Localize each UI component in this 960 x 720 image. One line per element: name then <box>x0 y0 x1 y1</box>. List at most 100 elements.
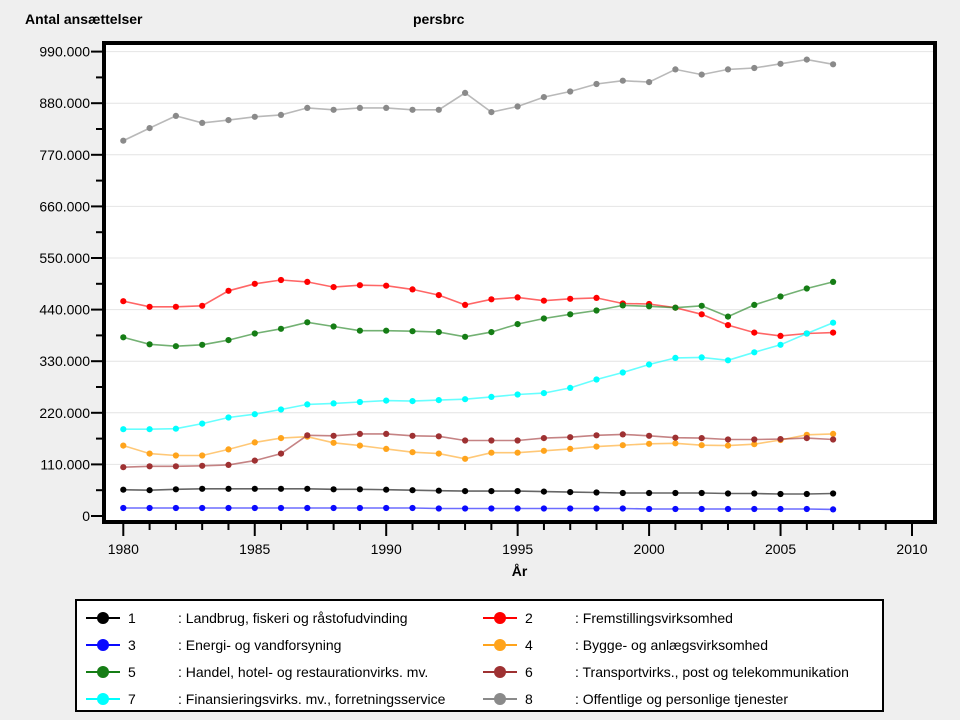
series-6-marker <box>120 464 127 471</box>
y-tick-label: 880.000 <box>39 95 90 111</box>
series-2-marker <box>277 276 285 284</box>
series-1-marker <box>672 489 679 497</box>
series-8-marker <box>488 109 495 116</box>
series-5-line <box>123 281 834 348</box>
series-2-marker <box>120 298 127 305</box>
series-6-marker <box>646 432 653 439</box>
series-8-marker <box>540 94 548 101</box>
x-tick-label: 1985 <box>239 541 270 557</box>
series-8-marker <box>619 77 626 84</box>
series-2-line <box>123 279 834 337</box>
series-7-marker <box>172 425 179 432</box>
series-5-marker <box>724 313 732 320</box>
series-4-marker <box>435 450 442 457</box>
legend-series-number: 4 <box>525 637 533 653</box>
series-6-marker <box>777 436 784 443</box>
series-7-marker <box>540 390 548 397</box>
series-4-marker <box>672 440 679 447</box>
legend-marker-icon <box>86 638 120 652</box>
series-8-marker <box>698 71 705 78</box>
series-8-marker <box>120 137 127 144</box>
series-6-marker <box>462 437 469 444</box>
series-8-marker <box>672 66 679 73</box>
series-3-marker <box>409 504 416 512</box>
series-4-marker <box>567 445 574 452</box>
series-8-marker <box>724 66 732 73</box>
series-3-marker <box>751 505 758 513</box>
series-4-marker <box>488 449 495 456</box>
series-3-marker <box>567 505 574 512</box>
series-5-marker <box>777 293 784 300</box>
series-6-marker <box>803 435 810 442</box>
series-6-marker <box>698 435 705 442</box>
series-7-marker <box>672 354 679 361</box>
legend: 1 : Landbrug, fiskeri og råstofudvinding… <box>75 599 884 712</box>
series-2-marker <box>409 286 416 293</box>
series-2-marker <box>435 292 442 299</box>
series-1-marker <box>409 487 416 494</box>
series-3-marker <box>803 505 810 513</box>
series-8-marker <box>330 106 337 113</box>
series-1-marker <box>593 489 600 496</box>
legend-series-label: : Finansieringsvirks. mv., forretningsse… <box>178 691 446 707</box>
series-1-marker <box>146 487 153 494</box>
series-8-marker <box>277 111 285 118</box>
series-6-marker <box>225 461 232 468</box>
series-8-marker <box>803 56 810 63</box>
series-8-marker <box>356 104 363 111</box>
series-8-line <box>122 58 834 142</box>
series-5-marker <box>514 321 521 328</box>
series-3-marker <box>383 504 390 512</box>
legend-series-number: 3 <box>128 637 136 653</box>
legend-series-label: : Fremstillingsvirksomhed <box>575 610 733 626</box>
series-6-marker <box>724 436 732 443</box>
series-6-marker <box>540 435 548 442</box>
series-4-marker <box>383 445 390 452</box>
series-3-marker <box>540 505 548 512</box>
series-1-marker <box>698 489 705 497</box>
series-3-marker <box>172 504 179 512</box>
series-6-marker <box>567 434 574 441</box>
series-7-marker <box>146 426 153 433</box>
legend-series-number: 2 <box>525 610 533 626</box>
series-8-marker <box>593 80 600 88</box>
series-6-marker <box>146 463 153 470</box>
unit-title: persbrc <box>413 11 465 27</box>
series-6-marker <box>435 433 442 440</box>
y-tick-label: 330.000 <box>39 353 90 369</box>
series-8-marker <box>251 113 258 120</box>
series-6-marker <box>514 437 521 444</box>
series-5-marker <box>672 304 679 311</box>
series-1-marker <box>619 489 626 497</box>
series-4-marker <box>277 435 285 442</box>
series-7-marker <box>751 349 758 356</box>
series-5-marker <box>593 307 600 314</box>
series-5-marker <box>172 343 179 350</box>
series-3-marker <box>356 504 363 512</box>
series-8-marker <box>225 117 232 124</box>
series-6-marker <box>593 432 600 439</box>
series-3-marker <box>514 505 521 512</box>
series-2-marker <box>567 295 574 302</box>
series-7-marker <box>593 376 600 383</box>
series-1-marker <box>462 488 469 495</box>
legend-entry-4: 4 : Bygge- og anlægsvirksomhed <box>483 637 768 653</box>
series-1-marker <box>199 485 206 492</box>
series-2-marker <box>488 296 495 303</box>
y-tick-label: 660.000 <box>39 198 90 214</box>
series-1-marker <box>567 489 574 496</box>
series-6-marker <box>619 431 626 438</box>
legend-marker-icon <box>483 692 517 706</box>
series-5-marker <box>304 319 311 326</box>
legend-series-number: 5 <box>128 664 136 680</box>
series-8-marker <box>462 89 469 96</box>
legend-series-number: 6 <box>525 664 533 680</box>
series-4-line <box>123 433 834 460</box>
series-2-marker <box>724 322 732 329</box>
series-7-marker <box>225 414 232 421</box>
series-6-line <box>123 433 834 468</box>
series-3-marker <box>724 505 732 513</box>
series-7-marker <box>409 398 416 405</box>
series-1-marker <box>251 485 258 492</box>
